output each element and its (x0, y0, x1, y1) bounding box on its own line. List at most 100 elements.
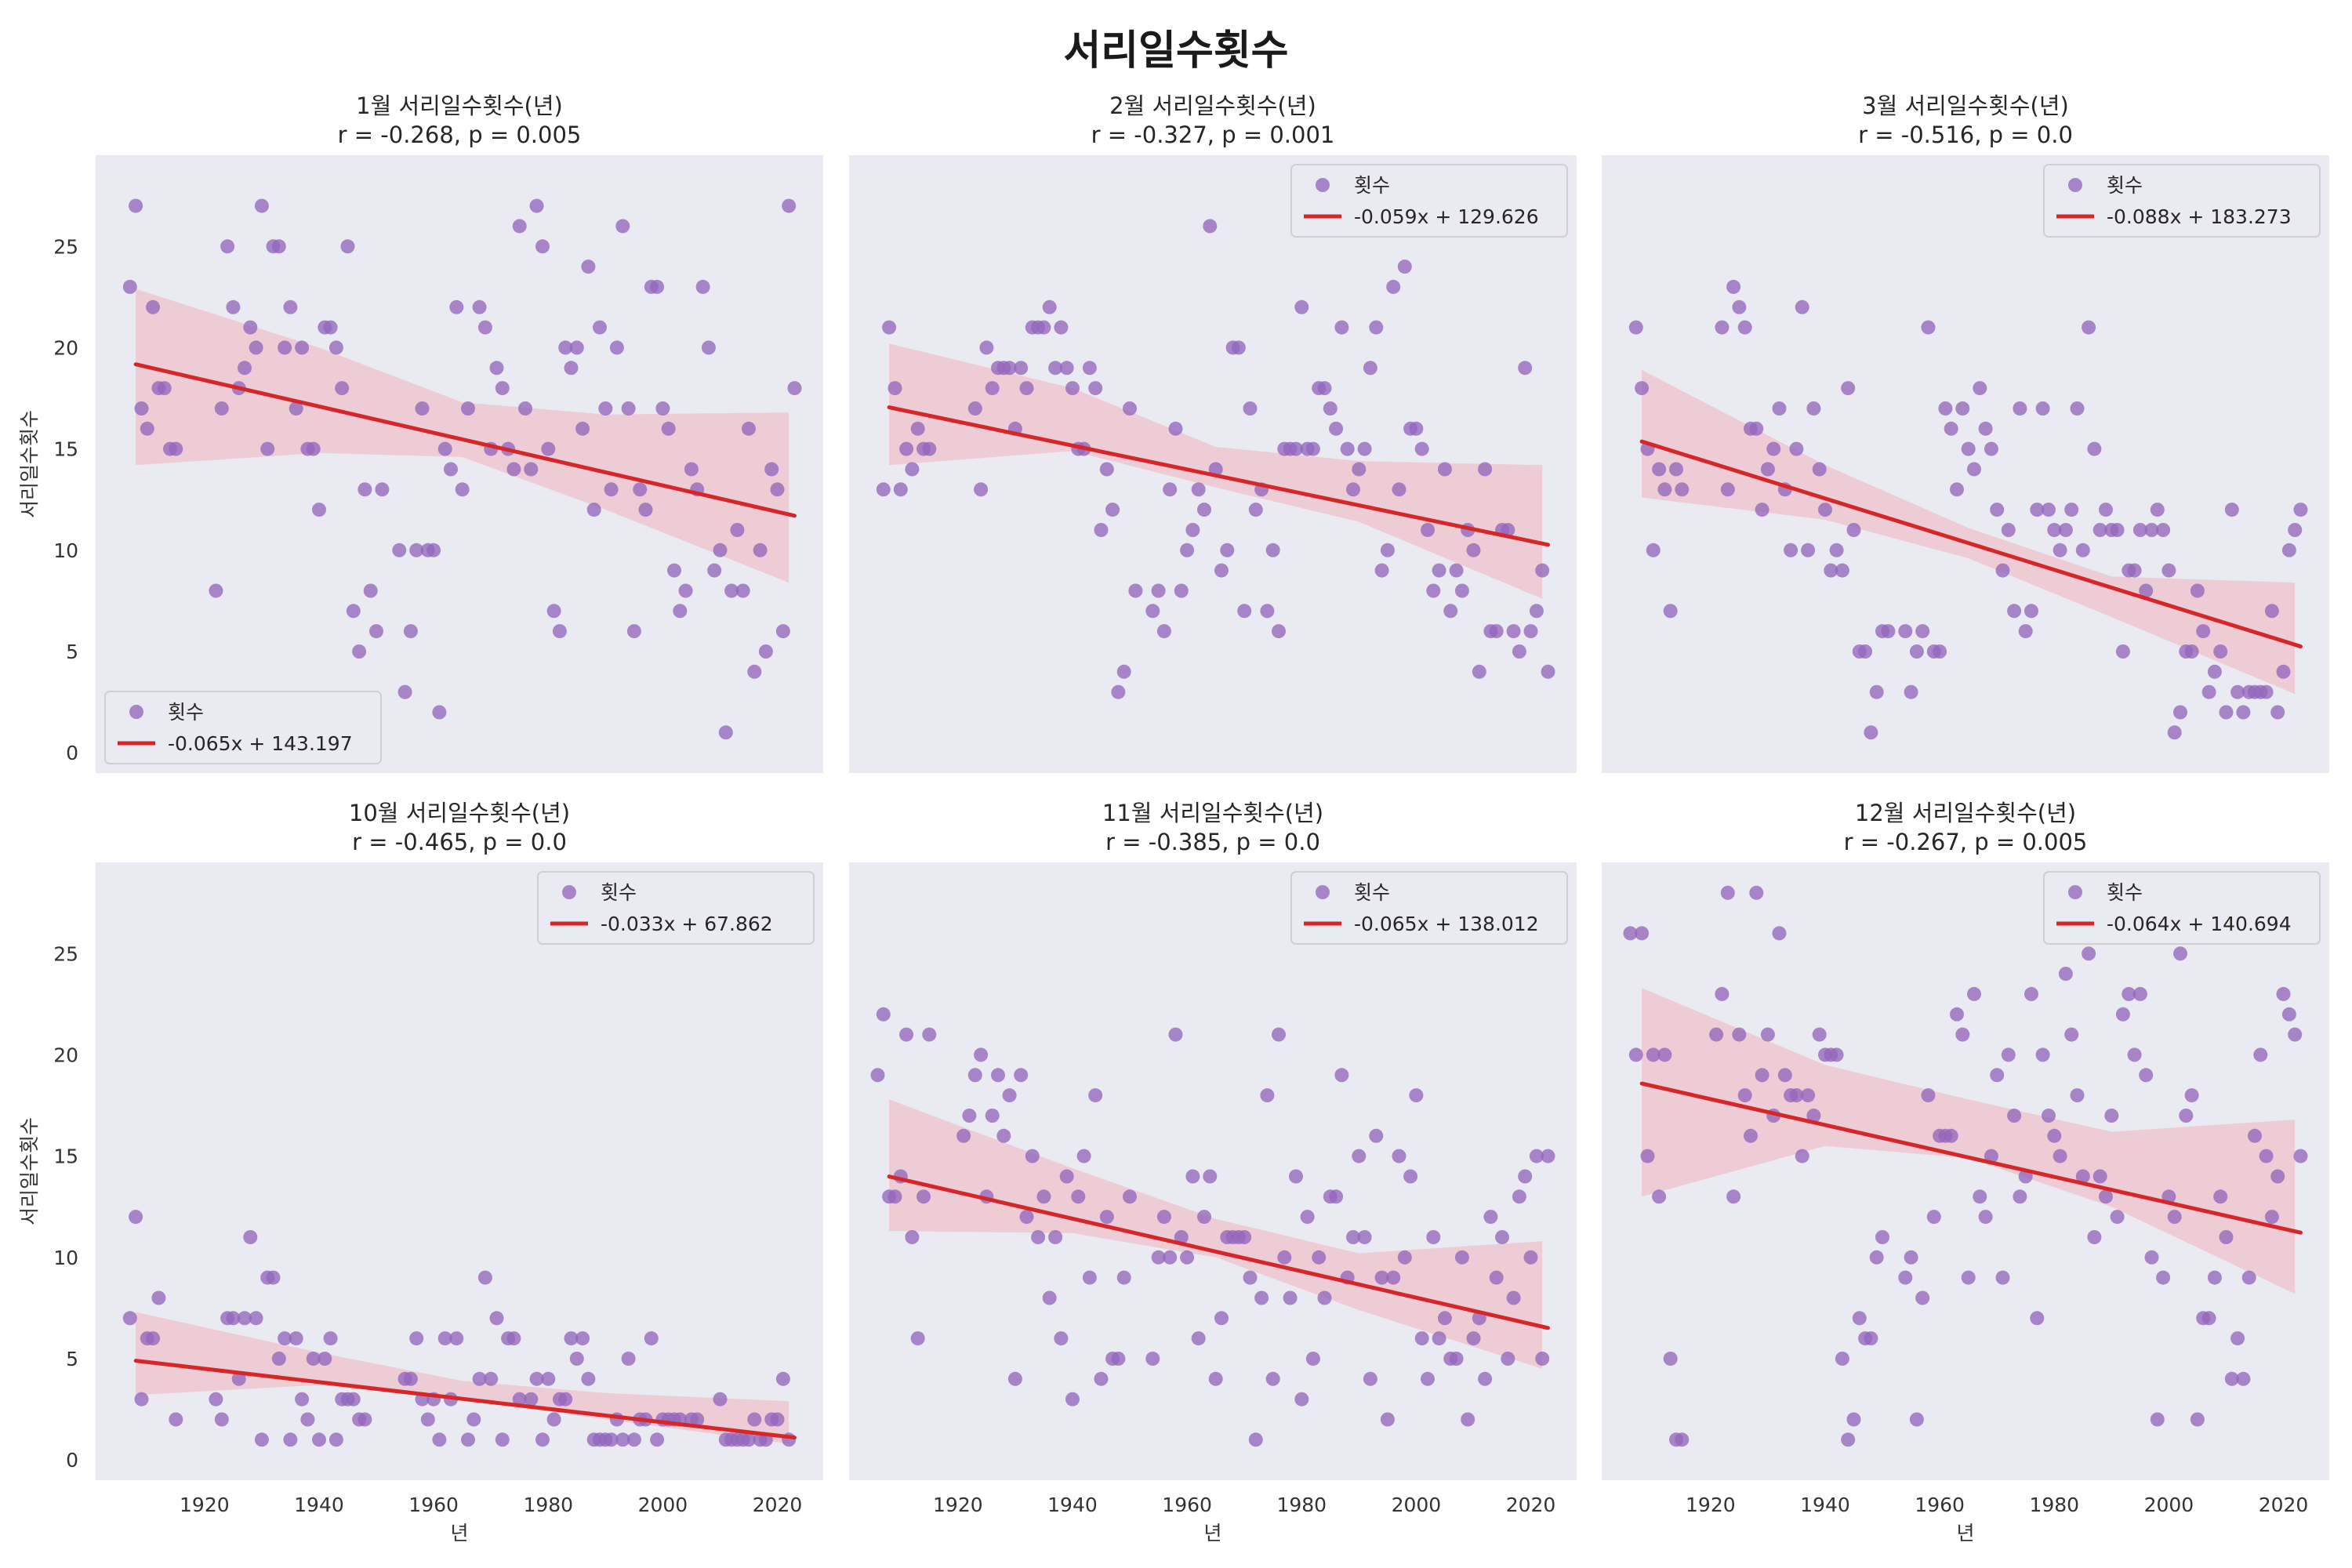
data-point (2156, 523, 2171, 537)
data-point (1478, 1371, 1493, 1386)
data-point (1265, 543, 1280, 557)
data-point (775, 1371, 790, 1386)
data-point (1795, 299, 1809, 314)
data-point (1472, 664, 1486, 679)
data-point (1495, 1230, 1509, 1244)
data-point (1369, 1128, 1384, 1143)
data-point (1059, 1169, 1074, 1184)
data-point (2144, 1250, 2159, 1265)
data-point (1203, 219, 1218, 234)
data-point (1272, 1027, 1286, 1042)
data-point (1984, 441, 1998, 456)
data-point (1824, 563, 1838, 578)
data-point (2184, 1088, 2199, 1103)
data-point (1088, 1088, 1103, 1103)
data-point (1421, 523, 1435, 537)
data-point (1858, 644, 1873, 659)
data-point (1657, 482, 1672, 497)
data-point (1864, 1331, 1878, 1346)
data-point (626, 624, 641, 639)
data-point (323, 320, 338, 335)
data-point (1283, 1290, 1298, 1305)
data-point (1806, 401, 1821, 416)
data-point (2139, 1068, 2154, 1083)
x-tick-label: 1960 (1915, 1494, 1965, 1516)
y-tick-label: 20 (53, 336, 78, 359)
data-point (1950, 482, 1964, 497)
data-point (1864, 725, 1878, 740)
y-tick-label: 5 (66, 1348, 78, 1370)
data-point (129, 1210, 143, 1225)
data-point (1898, 1270, 1913, 1285)
x-tick-label: 1980 (523, 1494, 573, 1516)
data-point (1501, 523, 1515, 537)
data-point (1646, 1047, 1661, 1062)
data-point (243, 1230, 258, 1244)
data-point (1529, 604, 1544, 619)
data-point (312, 1432, 326, 1447)
data-point (1984, 1149, 1998, 1163)
data-point (910, 421, 925, 436)
data-point (1652, 1189, 1667, 1204)
data-point (1541, 1149, 1555, 1163)
subplot-stats: r = -0.327, p = 0.001 (1091, 122, 1335, 148)
data-point (278, 1331, 292, 1346)
data-point (974, 1047, 989, 1062)
data-point (495, 381, 510, 396)
data-point (2259, 684, 2274, 699)
data-point (397, 684, 412, 699)
data-point (220, 239, 235, 254)
legend-label-line: -0.065x + 143.197 (168, 732, 353, 755)
data-point (1835, 1352, 1849, 1366)
data-point (295, 1392, 310, 1406)
data-point (575, 421, 590, 436)
data-point (1123, 401, 1137, 416)
data-point (1265, 1371, 1280, 1386)
data-point (1506, 1290, 1521, 1305)
data-point (1875, 1230, 1889, 1244)
data-point (1094, 523, 1109, 537)
data-point (1760, 462, 1775, 477)
data-point (1812, 1027, 1827, 1042)
data-point (1289, 1169, 1303, 1184)
data-point (1501, 1352, 1515, 1366)
data-point (271, 239, 286, 254)
data-point (1720, 885, 1735, 900)
data-point (626, 1432, 641, 1447)
data-point (887, 1189, 902, 1204)
data-point (1961, 441, 1976, 456)
data-point (2064, 1027, 2079, 1042)
data-point (1397, 1250, 1412, 1265)
data-point (1380, 543, 1395, 557)
data-point (2264, 604, 2279, 619)
data-point (489, 361, 504, 376)
data-point (1116, 1270, 1131, 1285)
data-point (249, 340, 263, 355)
legend-point-marker (562, 885, 576, 899)
data-point (426, 543, 441, 557)
data-point (1019, 1210, 1034, 1225)
data-point (1657, 1047, 1672, 1062)
data-point (684, 462, 699, 477)
data-point (1025, 1149, 1040, 1163)
data-point (2219, 705, 2234, 720)
data-point (1732, 1027, 1747, 1042)
data-point (1386, 1270, 1401, 1285)
data-point (1944, 421, 1958, 436)
legend-label-line: -0.065x + 138.012 (1354, 913, 1539, 935)
subplot-stats: r = -0.385, p = 0.0 (1105, 829, 1320, 855)
data-point (1346, 1230, 1360, 1244)
data-point (1669, 462, 1683, 477)
data-point (1123, 1189, 1137, 1204)
data-point (169, 1412, 183, 1427)
data-point (1036, 320, 1051, 335)
data-point (541, 441, 556, 456)
data-point (673, 604, 688, 619)
data-point (1414, 441, 1429, 456)
data-point (1635, 926, 1650, 941)
x-axis-label: 년 (1956, 1522, 1974, 1544)
data-point (552, 624, 567, 639)
data-point (449, 1331, 464, 1346)
data-point (615, 219, 630, 234)
data-point (2075, 1169, 2090, 1184)
